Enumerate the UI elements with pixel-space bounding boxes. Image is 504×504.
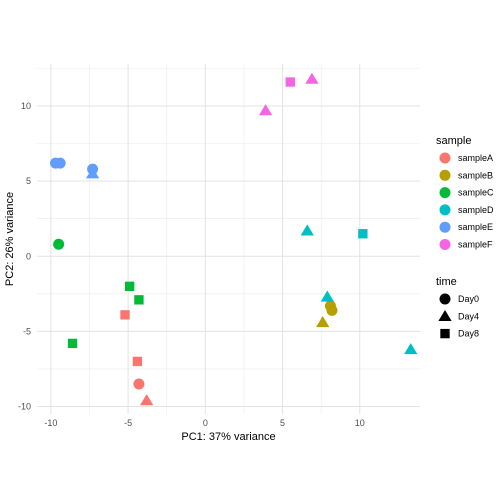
legend-label-samplee: sampleE <box>458 222 493 232</box>
x-axis-title: PC1: 37% variance <box>181 431 275 443</box>
legend-label-sampled: sampleD <box>458 205 494 215</box>
point-samplea-day8 <box>120 310 130 320</box>
point-samplea-day0 <box>133 378 145 390</box>
x-tick-label: 10 <box>355 418 365 428</box>
legend-key-samplef <box>439 239 451 250</box>
point-samplee-day0 <box>54 157 66 169</box>
point-samplec-day8 <box>124 281 135 291</box>
point-samplec-day0 <box>53 238 65 250</box>
point-samplef-day4 <box>258 104 273 116</box>
legend-key-sampled <box>439 204 451 216</box>
data-points <box>50 72 418 406</box>
point-sampled-day4 <box>404 343 418 355</box>
point-sampleb-day0 <box>326 304 338 316</box>
legend: sample time sampleA sampleB sampleC sampleD… <box>436 135 494 339</box>
legend-label-samplea: sampleA <box>458 153 493 163</box>
y-tick-label: 5 <box>26 176 31 186</box>
y-axis-title: PC2: 26% variance <box>4 192 16 286</box>
point-sampled-day4 <box>300 224 314 236</box>
point-samplec-day8 <box>134 295 144 305</box>
point-sampled-day8 <box>358 229 368 239</box>
y-tick-label: -10 <box>18 401 31 411</box>
y-tick-label: 0 <box>26 251 31 261</box>
x-tick-label: -5 <box>124 418 132 428</box>
point-sampleb-day4 <box>316 316 330 328</box>
legend-label-day8: Day8 <box>458 329 479 339</box>
x-tick-label: 0 <box>203 418 208 428</box>
point-samplea-day4 <box>140 394 154 406</box>
color-legend-title: sample <box>436 135 471 147</box>
y-tick-label: 10 <box>21 101 31 111</box>
grid-lines <box>37 64 420 414</box>
legend-label-samplec: sampleC <box>458 188 494 198</box>
y-tick-label: -5 <box>23 326 31 336</box>
legend-label-samplef: sampleF <box>458 240 493 250</box>
legend-label-day0: Day0 <box>458 294 479 304</box>
point-samplef-day4 <box>305 72 319 84</box>
legend-key-day8 <box>440 328 450 339</box>
legend-key-samplec <box>439 187 451 199</box>
legend-key-day0 <box>439 293 451 305</box>
point-samplec-day8 <box>67 338 78 349</box>
axis-ticks: -10 -5 0 5 10 -10 -5 0 5 10 <box>18 101 365 428</box>
legend-key-day4 <box>438 309 452 322</box>
point-samplee-day4 <box>85 167 100 179</box>
legend-label-sampleb: sampleB <box>458 170 493 180</box>
x-tick-label: 5 <box>280 418 285 428</box>
point-samplef-day8 <box>285 77 295 87</box>
legend-key-samplee <box>439 221 451 233</box>
x-tick-label: -10 <box>44 418 57 428</box>
legend-key-sampleb <box>439 169 451 181</box>
point-samplea-day8 <box>132 356 143 367</box>
point-sampled-day4 <box>320 290 334 302</box>
legend-key-samplea <box>439 152 451 164</box>
shape-legend-title: time <box>436 276 457 288</box>
legend-label-day4: Day4 <box>458 311 479 321</box>
